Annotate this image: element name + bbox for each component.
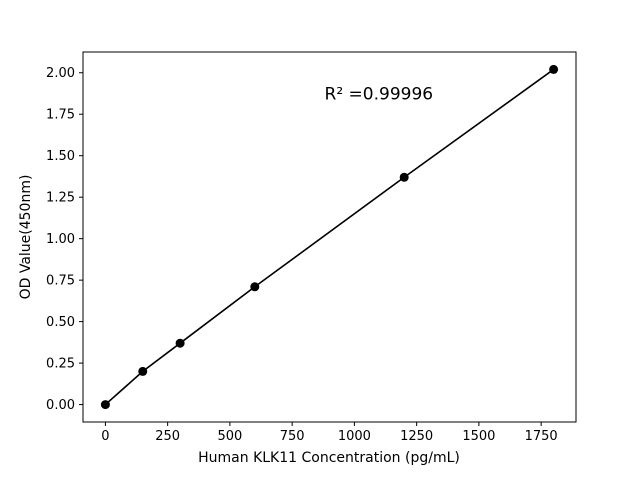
data-point-marker xyxy=(399,172,409,182)
y-axis-label: OD Value(450nm) xyxy=(18,175,34,300)
y-tick-label: 1.75 xyxy=(46,108,75,123)
x-tick-label: 750 xyxy=(280,429,305,444)
plot-area: 0 250 500 750 1000 1250 1500 1750 0.00 0.25 0.50 0.… xyxy=(46,51,577,444)
data-point-marker xyxy=(250,282,260,292)
data-point-marker xyxy=(175,338,185,348)
x-tick-label: 1250 xyxy=(400,429,433,444)
y-tick-label: 1.50 xyxy=(46,149,75,164)
plot-box xyxy=(82,51,577,423)
data-point-marker xyxy=(138,366,148,376)
data-point-marker xyxy=(100,400,110,410)
x-tick-label: 500 xyxy=(217,429,242,444)
y-tick-label: 1.00 xyxy=(46,232,75,247)
x-tick-label: 1500 xyxy=(462,429,495,444)
y-tick-label: 0.00 xyxy=(46,398,75,413)
x-tick-label: 1000 xyxy=(338,429,371,444)
r-squared-annotation: R² =0.99996 xyxy=(325,84,434,104)
data-point-marker xyxy=(549,64,559,74)
y-tick-label: 0.75 xyxy=(46,274,75,289)
y-tick-label: 0.50 xyxy=(46,315,75,330)
standard-curve-line xyxy=(104,68,555,406)
y-tick-label: 1.25 xyxy=(46,191,75,206)
x-tick-label: 250 xyxy=(155,429,180,444)
x-tick-label: 0 xyxy=(101,429,109,444)
x-tick-label: 1750 xyxy=(525,429,558,444)
x-axis-label: Human KLK11 Concentration (pg/mL) xyxy=(198,450,460,466)
y-tick-label: 2.00 xyxy=(46,66,75,81)
y-tick-label: 0.25 xyxy=(46,357,75,372)
